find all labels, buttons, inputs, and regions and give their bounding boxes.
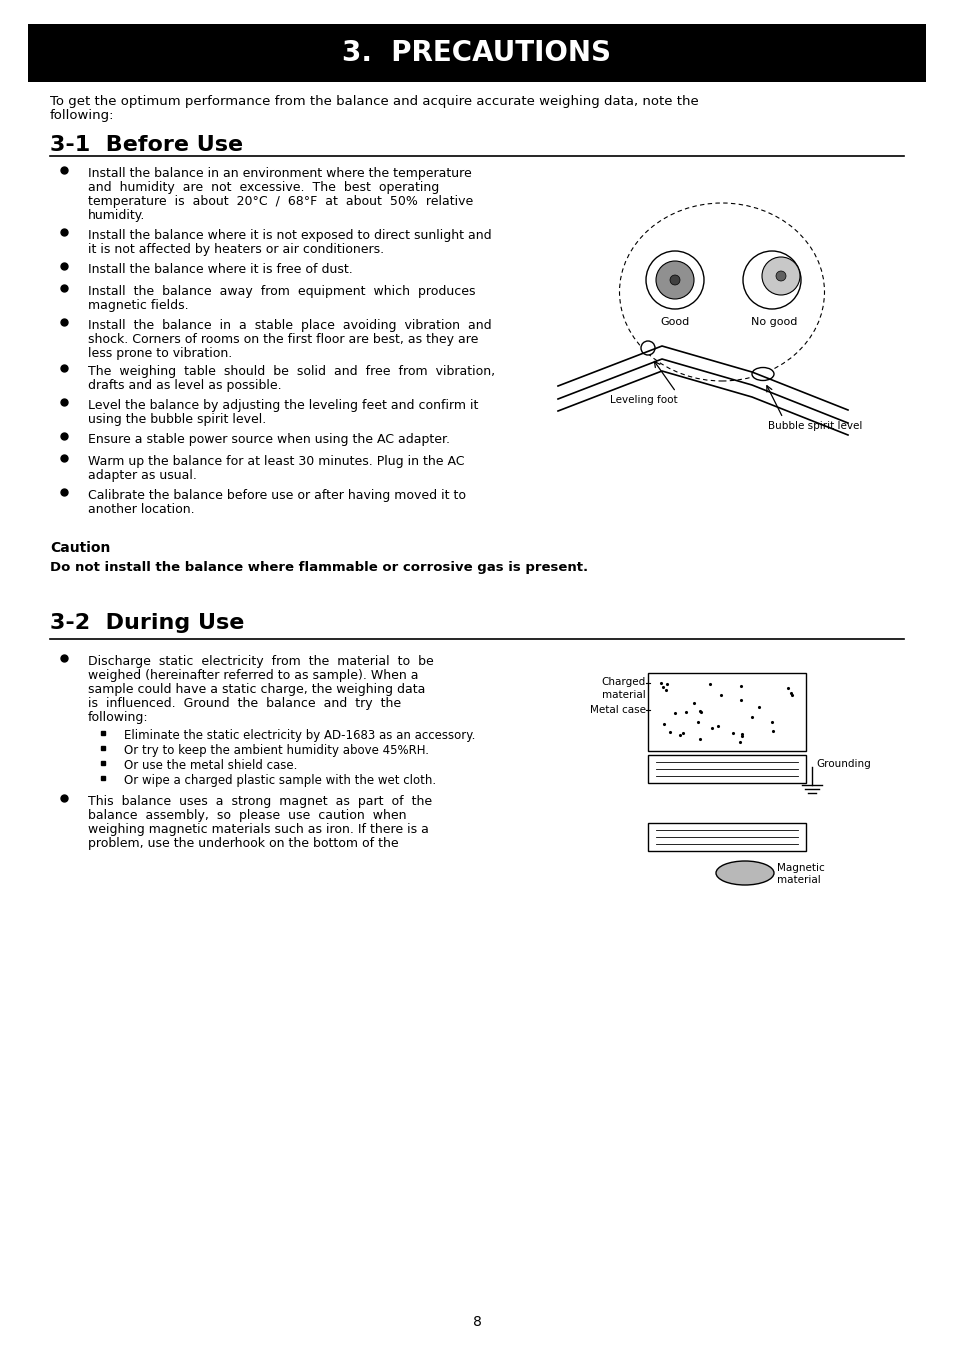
Ellipse shape	[751, 367, 773, 381]
Text: following:: following:	[50, 109, 114, 122]
FancyBboxPatch shape	[647, 674, 805, 751]
Text: less prone to vibration.: less prone to vibration.	[88, 347, 232, 360]
Text: Level the balance by adjusting the leveling feet and confirm it: Level the balance by adjusting the level…	[88, 400, 477, 412]
Text: Magnetic: Magnetic	[776, 863, 824, 873]
Text: Or wipe a charged plastic sample with the wet cloth.: Or wipe a charged plastic sample with th…	[124, 774, 436, 787]
Text: sample could have a static charge, the weighing data: sample could have a static charge, the w…	[88, 683, 425, 697]
Text: Or try to keep the ambient humidity above 45%RH.: Or try to keep the ambient humidity abov…	[124, 744, 429, 757]
Text: problem, use the underhook on the bottom of the: problem, use the underhook on the bottom…	[88, 837, 398, 850]
Text: 8: 8	[472, 1315, 481, 1328]
Text: following:: following:	[88, 711, 149, 724]
Text: material: material	[776, 875, 820, 886]
Text: 3-2  During Use: 3-2 During Use	[50, 613, 244, 633]
Text: Do not install the balance where flammable or corrosive gas is present.: Do not install the balance where flammab…	[50, 562, 587, 574]
Text: balance  assembly,  so  please  use  caution  when: balance assembly, so please use caution …	[88, 809, 406, 822]
Text: Calibrate the balance before use or after having moved it to: Calibrate the balance before use or afte…	[88, 489, 465, 502]
Text: magnetic fields.: magnetic fields.	[88, 298, 189, 312]
Text: Charged: Charged	[601, 676, 645, 687]
Text: Install  the  balance  in  a  stable  place  avoiding  vibration  and: Install the balance in a stable place av…	[88, 319, 491, 332]
Text: temperature  is  about  20°C  /  68°F  at  about  50%  relative: temperature is about 20°C / 68°F at abou…	[88, 194, 473, 208]
Text: Good: Good	[659, 317, 689, 327]
Text: shock. Corners of rooms on the first floor are best, as they are: shock. Corners of rooms on the first flo…	[88, 333, 477, 346]
FancyBboxPatch shape	[647, 755, 805, 783]
Text: To get the optimum performance from the balance and acquire accurate weighing da: To get the optimum performance from the …	[50, 95, 698, 108]
Circle shape	[656, 261, 693, 298]
Text: Bubble spirit level: Bubble spirit level	[767, 421, 862, 431]
Text: Discharge  static  electricity  from  the  material  to  be: Discharge static electricity from the ma…	[88, 655, 434, 668]
Circle shape	[640, 342, 655, 355]
Text: and  humidity  are  not  excessive.  The  best  operating: and humidity are not excessive. The best…	[88, 181, 438, 194]
Ellipse shape	[716, 861, 773, 886]
Text: 3-1  Before Use: 3-1 Before Use	[50, 135, 243, 155]
Text: Install the balance in an environment where the temperature: Install the balance in an environment wh…	[88, 167, 471, 180]
FancyBboxPatch shape	[647, 824, 805, 850]
Text: weighing magnetic materials such as iron. If there is a: weighing magnetic materials such as iron…	[88, 824, 429, 836]
Text: adapter as usual.: adapter as usual.	[88, 468, 196, 482]
Circle shape	[761, 256, 800, 296]
Circle shape	[669, 275, 679, 285]
Text: Ensure a stable power source when using the AC adapter.: Ensure a stable power source when using …	[88, 433, 450, 446]
Text: material: material	[601, 690, 645, 701]
Text: is  influenced.  Ground  the  balance  and  try  the: is influenced. Ground the balance and tr…	[88, 697, 400, 710]
Text: it is not affected by heaters or air conditioners.: it is not affected by heaters or air con…	[88, 243, 384, 256]
Text: humidity.: humidity.	[88, 209, 145, 221]
Text: Or use the metal shield case.: Or use the metal shield case.	[124, 759, 297, 772]
FancyBboxPatch shape	[28, 24, 925, 82]
Text: Warm up the balance for at least 30 minutes. Plug in the AC: Warm up the balance for at least 30 minu…	[88, 455, 464, 468]
Circle shape	[775, 271, 785, 281]
Text: Grounding: Grounding	[815, 759, 870, 769]
Text: Metal case: Metal case	[589, 705, 645, 716]
Text: using the bubble spirit level.: using the bubble spirit level.	[88, 413, 266, 427]
Text: Install  the  balance  away  from  equipment  which  produces: Install the balance away from equipment …	[88, 285, 475, 298]
Text: 3.  PRECAUTIONS: 3. PRECAUTIONS	[342, 39, 611, 68]
Text: Eliminate the static electricity by AD-1683 as an accessory.: Eliminate the static electricity by AD-1…	[124, 729, 475, 742]
Text: The  weighing  table  should  be  solid  and  free  from  vibration,: The weighing table should be solid and f…	[88, 364, 495, 378]
Text: Caution: Caution	[50, 541, 111, 555]
Text: No good: No good	[750, 317, 797, 327]
Text: Install the balance where it is free of dust.: Install the balance where it is free of …	[88, 263, 353, 275]
Text: Install the balance where it is not exposed to direct sunlight and: Install the balance where it is not expo…	[88, 230, 491, 242]
Text: weighed (hereinafter referred to as sample). When a: weighed (hereinafter referred to as samp…	[88, 670, 418, 682]
Text: Leveling foot: Leveling foot	[609, 396, 677, 405]
Text: another location.: another location.	[88, 504, 194, 516]
Text: drafts and as level as possible.: drafts and as level as possible.	[88, 379, 281, 391]
Text: This  balance  uses  a  strong  magnet  as  part  of  the: This balance uses a strong magnet as par…	[88, 795, 432, 809]
